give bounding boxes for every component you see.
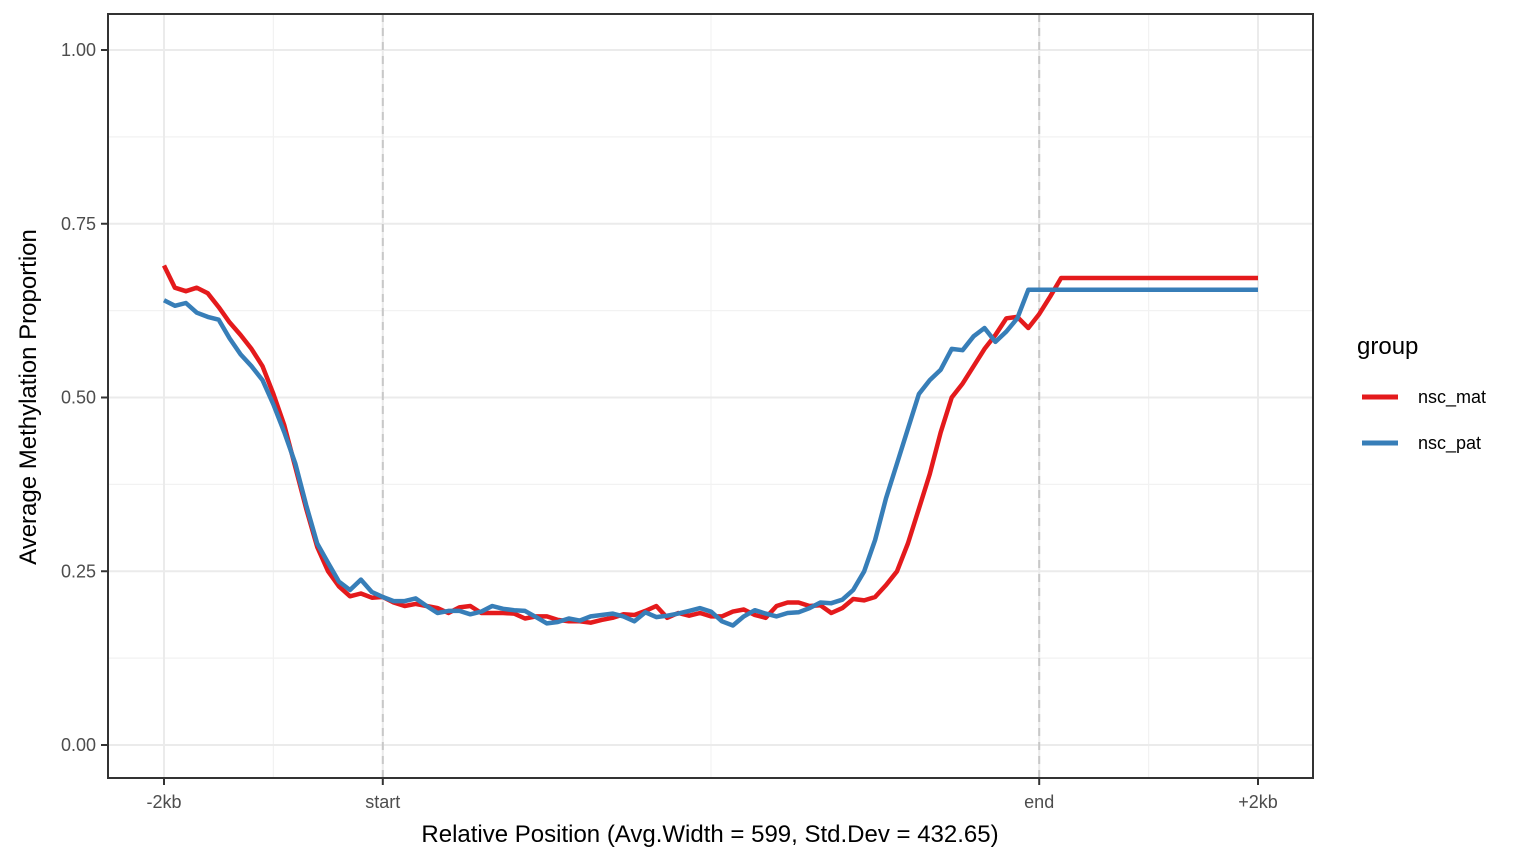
x-tick-label: start	[365, 792, 400, 812]
panel-border	[107, 13, 1314, 779]
legend-title: group	[1357, 333, 1418, 360]
x-tick-label: end	[1024, 792, 1054, 812]
y-tick-label: 0.25	[61, 561, 96, 581]
tick-labels: 0.00 0.25 0.50 0.75 1.00 -2kb start end +2kb	[61, 40, 1278, 812]
legend-label: nsc_pat	[1418, 433, 1481, 454]
series-line-nsc_pat	[162, 287, 1258, 628]
legend-item: nsc_mat	[1362, 387, 1486, 408]
series-lines	[161, 264, 1258, 628]
legend: group nsc_mat nsc_pat	[1357, 333, 1486, 454]
y-tick-label: 0.00	[61, 735, 96, 755]
legend-item: nsc_pat	[1362, 433, 1481, 454]
legend-items: nsc_mat nsc_pat	[1362, 387, 1486, 454]
axis-ticks	[101, 49, 1259, 785]
x-tick-label: +2kb	[1238, 792, 1278, 812]
y-tick-label: 0.50	[61, 388, 96, 408]
region-marker-lines	[381, 14, 1041, 778]
y-axis-title: Average Methylation Proportion	[15, 229, 42, 565]
y-tick-label: 1.00	[61, 40, 96, 60]
x-tick-label: -2kb	[146, 792, 181, 812]
legend-label: nsc_mat	[1418, 387, 1486, 408]
series-line-nsc_mat	[161, 264, 1258, 625]
x-axis-title: Relative Position (Avg.Width = 599, Std.…	[421, 821, 998, 848]
y-tick-label: 0.75	[61, 214, 96, 234]
